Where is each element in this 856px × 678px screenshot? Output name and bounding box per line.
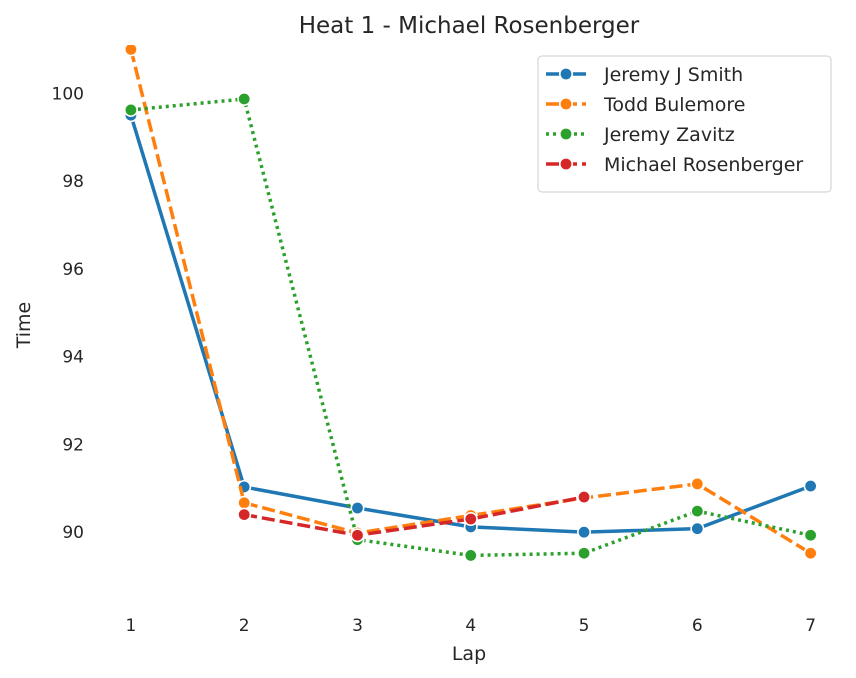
x-tick-label: 5 [579, 616, 590, 636]
y-tick-label: 100 [52, 84, 84, 104]
legend: Jeremy J Smith Todd Bulemore Jeremy Zavitz… [537, 55, 832, 193]
data-point [123, 102, 138, 117]
legend-label: Michael Rosenberger [604, 154, 803, 176]
legend-marker [558, 67, 573, 82]
data-point [577, 490, 592, 505]
legend-item: Jeremy Zavitz [546, 124, 735, 146]
x-axis-label: Lap [452, 643, 486, 665]
x-tick-label: 3 [352, 616, 363, 636]
x-tick-label: 7 [805, 616, 816, 636]
x-tick-label: 2 [239, 616, 250, 636]
legend-marker [558, 157, 573, 172]
plot-area [123, 45, 818, 563]
y-tick-label: 94 [62, 348, 84, 368]
legend-label: Jeremy J Smith [603, 64, 743, 86]
x-axis: 1 2 3 4 5 6 7 [126, 616, 817, 636]
legend-marker [558, 97, 573, 112]
legend-item: Michael Rosenberger [546, 154, 803, 176]
chart-title: Heat 1 - Michael Rosenberger [299, 13, 640, 39]
data-point [690, 476, 705, 491]
legend-box [537, 55, 832, 193]
y-axis: 90 92 94 96 98 100 [52, 84, 84, 543]
x-tick-label: 4 [465, 616, 476, 636]
data-point [803, 546, 818, 561]
y-tick-label: 92 [62, 435, 84, 455]
data-point [123, 45, 138, 57]
data-point [237, 495, 252, 510]
legend-label: Todd Bulemore [603, 94, 745, 116]
y-tick-label: 98 [62, 172, 84, 192]
data-point [577, 525, 592, 540]
data-point [463, 548, 478, 563]
data-point [350, 528, 365, 543]
legend-item: Todd Bulemore [546, 94, 745, 116]
data-point [237, 507, 252, 522]
series-michael-rosenberger [237, 490, 592, 543]
data-point [577, 546, 592, 561]
data-point [803, 528, 818, 543]
data-point [690, 504, 705, 519]
y-tick-label: 96 [62, 260, 84, 280]
legend-label: Jeremy Zavitz [603, 124, 735, 146]
data-point [237, 91, 252, 106]
series-line [243, 495, 585, 537]
x-tick-label: 1 [126, 616, 137, 636]
data-point [350, 501, 365, 516]
x-tick-label: 6 [692, 616, 703, 636]
legend-item: Jeremy J Smith [546, 64, 743, 86]
legend-marker [558, 127, 573, 142]
data-point [463, 511, 478, 526]
data-point [690, 521, 705, 536]
y-tick-label: 90 [62, 523, 84, 543]
y-axis-label: Time [13, 302, 35, 350]
data-point [803, 479, 818, 494]
